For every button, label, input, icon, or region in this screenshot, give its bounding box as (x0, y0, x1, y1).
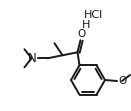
Text: H: H (82, 20, 90, 30)
Text: N: N (28, 52, 37, 65)
Text: O: O (118, 76, 126, 86)
Text: O: O (77, 29, 86, 39)
Text: HCl: HCl (84, 10, 103, 20)
